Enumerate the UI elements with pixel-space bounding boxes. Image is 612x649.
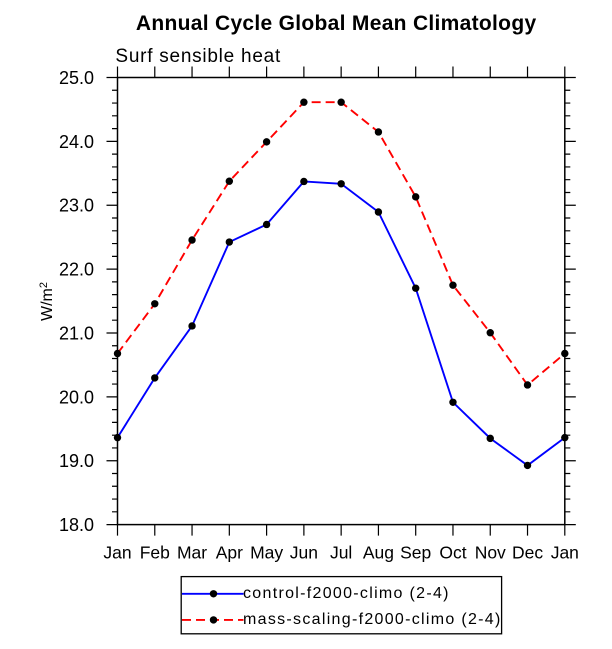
svg-text:Nov: Nov <box>475 542 506 562</box>
svg-text:control-f2000-climo (2-4): control-f2000-climo (2-4) <box>243 585 450 602</box>
svg-text:Surf sensible heat: Surf sensible heat <box>115 46 281 67</box>
svg-text:Apr: Apr <box>216 542 243 562</box>
svg-text:Oct: Oct <box>439 542 466 562</box>
svg-text:mass-scaling-f2000-climo (2-4): mass-scaling-f2000-climo (2-4) <box>243 611 502 628</box>
svg-text:Jun: Jun <box>290 542 318 562</box>
svg-text:23.0: 23.0 <box>59 196 94 216</box>
svg-text:Dec: Dec <box>512 542 543 562</box>
svg-text:21.0: 21.0 <box>59 323 94 343</box>
svg-text:W/m2: W/m2 <box>38 282 56 321</box>
svg-text:Jan: Jan <box>103 542 131 562</box>
svg-text:22.0: 22.0 <box>59 260 94 280</box>
svg-text:May: May <box>250 542 283 562</box>
svg-text:20.0: 20.0 <box>59 387 94 407</box>
svg-text:Mar: Mar <box>177 542 207 562</box>
svg-text:25.0: 25.0 <box>59 68 94 88</box>
svg-text:24.0: 24.0 <box>59 132 94 152</box>
svg-text:18.0: 18.0 <box>59 515 94 535</box>
svg-text:Jan: Jan <box>551 542 579 562</box>
svg-text:Annual Cycle Global Mean Clima: Annual Cycle Global Mean Climatology <box>136 12 537 35</box>
svg-text:Aug: Aug <box>363 542 394 562</box>
svg-text:Feb: Feb <box>140 542 170 562</box>
svg-text:Jul: Jul <box>330 542 352 562</box>
svg-text:19.0: 19.0 <box>59 451 94 471</box>
svg-text:Sep: Sep <box>400 542 431 562</box>
